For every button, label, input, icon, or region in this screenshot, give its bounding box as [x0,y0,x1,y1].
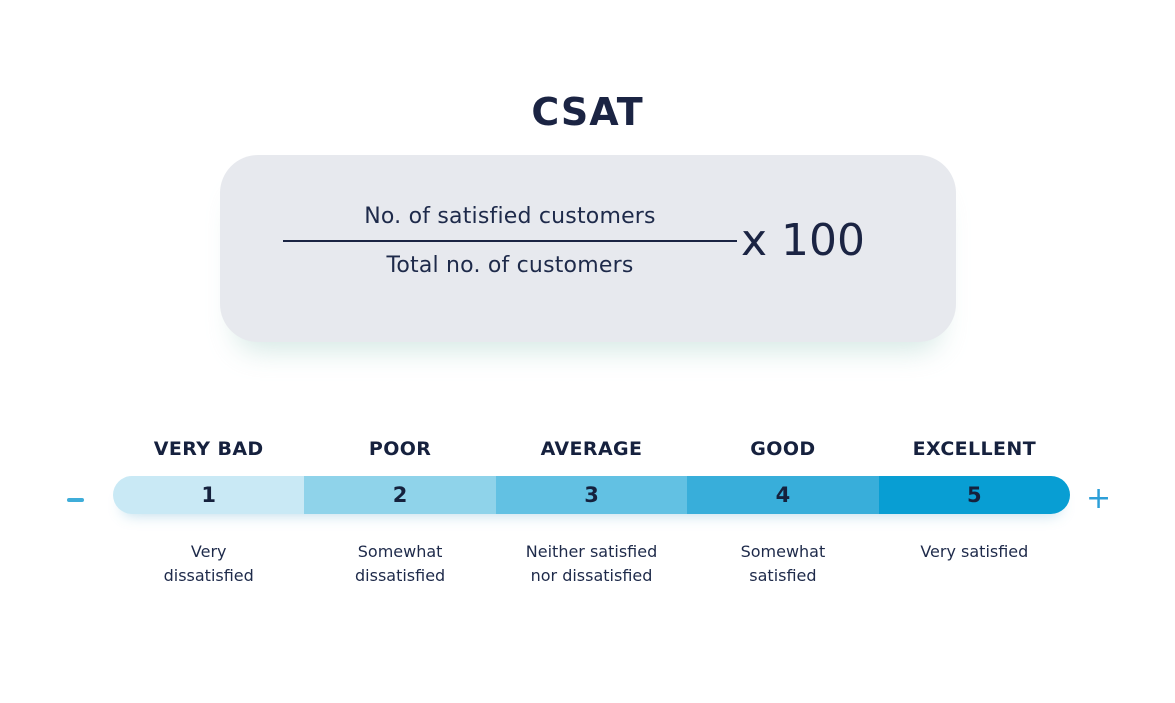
scale-desc-somewhat-satisfied: Somewhat satisfied [740,542,826,585]
scale-header-excellent: EXCELLENT [912,438,1037,460]
fraction-line [282,239,737,242]
formula: No. of satisfied customers Total no. of … [282,203,865,278]
formula-denominator: Total no. of customers [386,252,634,278]
scale-desc-very-satisfied: Very satisfied [920,542,1029,561]
formula-numerator: No. of satisfied customers [364,203,656,229]
rating-scale: VERY BAD POOR AVERAGE GOOD EXCELLENT 1 2… [113,438,1070,588]
scale-segment-1: 1 [113,476,305,514]
scale-desc-very-dissatisfied: Very dissatisfied [163,542,254,585]
plus-icon: + [1086,481,1112,516]
scale-bar: 1 2 3 4 5 [113,476,1070,514]
scale-desc-neither: Neither satisfied nor dissatisfied [525,542,658,585]
scale-header-poor: POOR [368,438,432,460]
scale-header-average: AVERAGE [540,438,643,460]
scale-desc-somewhat-dissatisfied: Somewhat dissatisfied [355,542,446,585]
formula-multiplier: x 100 [740,215,865,266]
formula-fraction: No. of satisfied customers Total no. of … [282,203,737,278]
page-title: CSAT [531,90,644,134]
minus-icon [67,498,84,502]
scale-segment-2: 2 [304,476,496,514]
scale-segment-4: 4 [687,476,879,514]
scale-segment-3: 3 [495,476,688,514]
scale-description-row: Very dissatisfied Somewhat dissatisfied … [113,540,1070,588]
formula-card: No. of satisfied customers Total no. of … [220,155,956,342]
scale-header-good: GOOD [750,438,816,460]
scale-header-very-bad: VERY BAD [153,438,264,460]
scale-header-row: VERY BAD POOR AVERAGE GOOD EXCELLENT [113,438,1070,460]
scale-segment-5: 5 [878,476,1070,514]
